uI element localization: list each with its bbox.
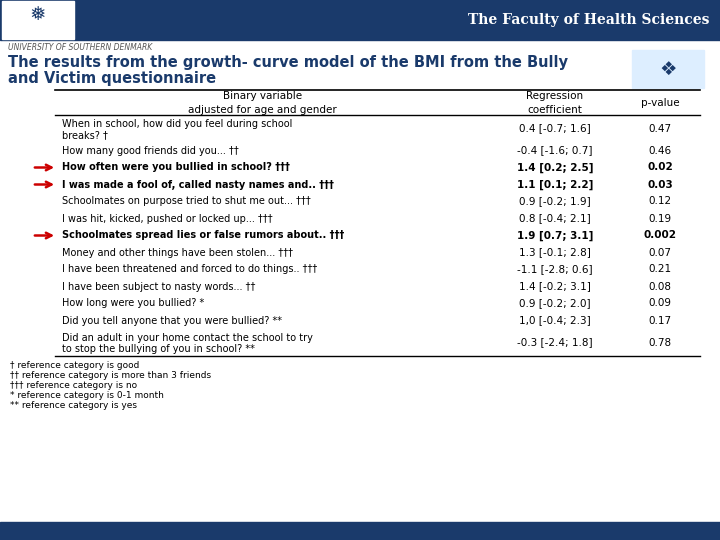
Text: The Faculty of Health Sciences: The Faculty of Health Sciences bbox=[469, 13, 710, 27]
Text: 0.9 [-0.2; 2.0]: 0.9 [-0.2; 2.0] bbox=[519, 299, 591, 308]
Text: 0.002: 0.002 bbox=[644, 231, 677, 240]
Text: 1.3 [-0.1; 2.8]: 1.3 [-0.1; 2.8] bbox=[519, 247, 591, 258]
Text: The results from the growth- curve model of the BMI from the Bully: The results from the growth- curve model… bbox=[8, 55, 568, 70]
Text: How long were you bullied? *: How long were you bullied? * bbox=[62, 299, 204, 308]
Text: Did an adult in your home contact the school to try: Did an adult in your home contact the sc… bbox=[62, 333, 313, 343]
Text: -1.1 [-2.8; 0.6]: -1.1 [-2.8; 0.6] bbox=[517, 265, 593, 274]
Bar bbox=[632, 50, 704, 88]
Text: 1.4 [0.2; 2.5]: 1.4 [0.2; 2.5] bbox=[517, 163, 593, 173]
Bar bbox=[0, 0, 720, 40]
Text: 0.12: 0.12 bbox=[649, 197, 672, 206]
Text: * reference category is 0-1 month: * reference category is 0-1 month bbox=[10, 390, 164, 400]
Text: † reference category is good: † reference category is good bbox=[10, 361, 140, 369]
Text: I have been subject to nasty words... ††: I have been subject to nasty words... †† bbox=[62, 281, 256, 292]
Text: 0.02: 0.02 bbox=[647, 163, 673, 172]
Text: Binary variable
adjusted for age and gender: Binary variable adjusted for age and gen… bbox=[188, 91, 337, 114]
Text: UNIVERSITY OF SOUTHERN DENMARK: UNIVERSITY OF SOUTHERN DENMARK bbox=[8, 43, 152, 51]
Text: 0.78: 0.78 bbox=[649, 338, 672, 348]
Text: How often were you bullied in school? †††: How often were you bullied in school? ††… bbox=[62, 163, 290, 172]
Text: 1,0 [-0.4; 2.3]: 1,0 [-0.4; 2.3] bbox=[519, 315, 591, 326]
Text: ** reference category is yes: ** reference category is yes bbox=[10, 401, 137, 409]
Text: -0.3 [-2.4; 1.8]: -0.3 [-2.4; 1.8] bbox=[517, 338, 593, 348]
Text: I was made a fool of, called nasty names and.. †††: I was made a fool of, called nasty names… bbox=[62, 179, 334, 190]
Text: 1.4 [-0.2; 3.1]: 1.4 [-0.2; 3.1] bbox=[519, 281, 591, 292]
Text: 1.1 [0.1; 2.2]: 1.1 [0.1; 2.2] bbox=[517, 179, 593, 190]
Text: 0.07: 0.07 bbox=[649, 247, 672, 258]
Text: p-value: p-value bbox=[641, 98, 679, 108]
Text: ††† reference category is no: ††† reference category is no bbox=[10, 381, 137, 389]
Text: 0.21: 0.21 bbox=[649, 265, 672, 274]
Text: Regression
coefficient: Regression coefficient bbox=[526, 91, 584, 114]
Bar bbox=[0, 522, 720, 540]
Text: 0.9 [-0.2; 1.9]: 0.9 [-0.2; 1.9] bbox=[519, 197, 591, 206]
Text: 0.8 [-0.4; 2.1]: 0.8 [-0.4; 2.1] bbox=[519, 213, 591, 224]
Text: I was hit, kicked, pushed or locked up... †††: I was hit, kicked, pushed or locked up..… bbox=[62, 213, 273, 224]
Text: to stop the bullying of you in school? **: to stop the bullying of you in school? *… bbox=[62, 344, 255, 354]
Text: 0.46: 0.46 bbox=[649, 145, 672, 156]
Text: †† reference category is more than 3 friends: †† reference category is more than 3 fri… bbox=[10, 370, 211, 380]
Text: When in school, how did you feel during school: When in school, how did you feel during … bbox=[62, 119, 292, 129]
Text: ❖: ❖ bbox=[660, 59, 677, 78]
Text: Money and other things have been stolen... †††: Money and other things have been stolen.… bbox=[62, 247, 293, 258]
Bar bbox=[2, 1, 74, 39]
Text: breaks? †: breaks? † bbox=[62, 130, 108, 140]
Text: 1.9 [0.7; 3.1]: 1.9 [0.7; 3.1] bbox=[517, 231, 593, 241]
Text: 0.4 [-0.7; 1.6]: 0.4 [-0.7; 1.6] bbox=[519, 124, 591, 133]
Text: 0.08: 0.08 bbox=[649, 281, 672, 292]
Text: 0.09: 0.09 bbox=[649, 299, 672, 308]
Text: I have been threatened and forced to do things.. †††: I have been threatened and forced to do … bbox=[62, 265, 318, 274]
Text: Schoolmates spread lies or false rumors about.. †††: Schoolmates spread lies or false rumors … bbox=[62, 231, 344, 240]
Text: 0.03: 0.03 bbox=[647, 179, 673, 190]
Text: Did you tell anyone that you were bullied? **: Did you tell anyone that you were bullie… bbox=[62, 315, 282, 326]
Text: 0.47: 0.47 bbox=[649, 124, 672, 133]
Text: and Victim questionnaire: and Victim questionnaire bbox=[8, 71, 216, 85]
Text: 0.19: 0.19 bbox=[649, 213, 672, 224]
Text: -0.4 [-1.6; 0.7]: -0.4 [-1.6; 0.7] bbox=[517, 145, 593, 156]
Text: 0.17: 0.17 bbox=[649, 315, 672, 326]
Text: Schoolmates on purpose tried to shut me out... †††: Schoolmates on purpose tried to shut me … bbox=[62, 197, 311, 206]
Text: How many good friends did you... ††: How many good friends did you... †† bbox=[62, 145, 239, 156]
Text: ❅: ❅ bbox=[30, 4, 46, 24]
